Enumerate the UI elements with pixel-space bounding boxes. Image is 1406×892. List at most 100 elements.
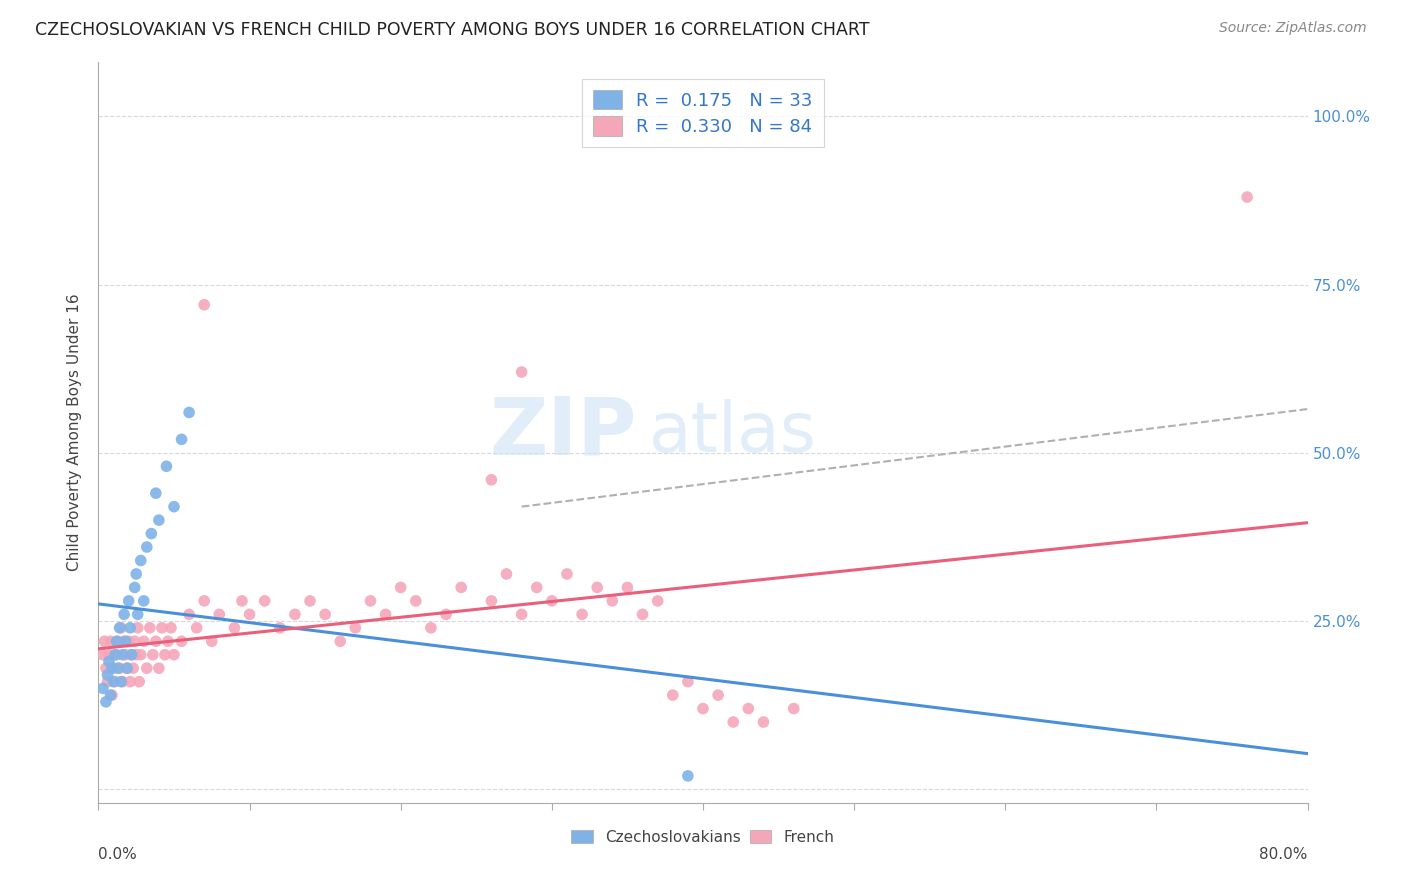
Point (329, 634, 352, 648)
Point (170, 433, 193, 447)
Point (114, 648, 136, 662)
Text: CZECHOSLOVAKIAN VS FRENCH CHILD POVERTY AMONG BOYS UNDER 16 CORRELATION CHART: CZECHOSLOVAKIAN VS FRENCH CHILD POVERTY … (35, 21, 870, 39)
Point (111, 648, 134, 662)
Point (129, 648, 152, 662)
Point (586, 581, 609, 595)
Text: 80.0%: 80.0% (1260, 847, 1308, 863)
Point (481, 594, 503, 608)
Point (129, 553, 152, 567)
Point (160, 621, 183, 635)
Point (707, 688, 730, 702)
Point (104, 648, 127, 662)
Point (616, 581, 638, 595)
Y-axis label: Child Poverty Among Boys Under 16: Child Poverty Among Boys Under 16 (67, 293, 83, 572)
Point (602, 594, 624, 608)
Point (135, 540, 157, 554)
Point (94, 661, 117, 675)
Point (91, 681, 114, 696)
Point (110, 621, 132, 635)
Point (269, 621, 291, 635)
Point (145, 634, 167, 648)
Legend: Czechoslovakians, French: Czechoslovakians, French (565, 823, 841, 851)
Point (122, 661, 145, 675)
Point (111, 674, 134, 689)
Point (163, 500, 186, 514)
Point (231, 594, 253, 608)
Point (100, 634, 122, 648)
Point (201, 634, 224, 648)
Point (450, 581, 472, 595)
Point (647, 594, 669, 608)
Text: 0.0%: 0.0% (98, 847, 138, 863)
Point (108, 661, 131, 675)
Point (179, 607, 201, 622)
Point (163, 648, 186, 662)
Point (193, 298, 215, 312)
Point (631, 607, 654, 622)
Point (186, 621, 208, 635)
Point (145, 486, 167, 500)
Point (208, 607, 231, 622)
Point (125, 648, 148, 662)
Point (118, 594, 141, 608)
Point (360, 594, 382, 608)
Point (105, 648, 128, 662)
Point (127, 621, 149, 635)
Point (239, 607, 262, 622)
Point (93, 634, 115, 648)
Point (405, 594, 427, 608)
Point (389, 581, 412, 595)
Point (495, 566, 517, 581)
Point (107, 661, 129, 675)
Point (114, 634, 136, 648)
Point (555, 566, 578, 581)
Point (98, 655, 121, 669)
Point (91, 648, 114, 662)
Point (101, 688, 124, 702)
Point (150, 621, 173, 635)
Point (127, 607, 149, 622)
Point (103, 661, 125, 675)
Point (314, 607, 336, 622)
Point (723, 714, 745, 729)
Point (132, 594, 155, 608)
Point (526, 581, 548, 595)
Text: ZIP: ZIP (489, 393, 637, 472)
Point (153, 648, 176, 662)
Point (121, 648, 143, 662)
Point (170, 634, 193, 648)
Point (155, 459, 177, 474)
Point (120, 621, 142, 635)
Point (420, 621, 443, 635)
Point (105, 634, 128, 648)
Point (135, 661, 157, 675)
Point (101, 661, 124, 675)
Point (540, 594, 562, 608)
Point (96, 674, 118, 689)
Point (299, 594, 322, 608)
Point (284, 607, 307, 622)
Point (737, 701, 759, 715)
Point (124, 581, 146, 595)
Point (142, 648, 165, 662)
Point (128, 674, 150, 689)
Point (571, 607, 593, 622)
Point (141, 526, 163, 541)
Point (125, 566, 148, 581)
Point (115, 661, 138, 675)
Point (692, 701, 714, 715)
Point (676, 769, 699, 783)
Point (100, 688, 122, 702)
Point (120, 674, 142, 689)
Point (96, 668, 118, 682)
Point (752, 714, 775, 729)
Text: atlas: atlas (648, 399, 817, 467)
Point (148, 661, 170, 675)
Point (434, 607, 457, 622)
Point (481, 473, 503, 487)
Point (108, 621, 131, 635)
Point (148, 513, 170, 527)
Point (374, 607, 396, 622)
Point (344, 621, 367, 635)
Point (103, 674, 125, 689)
